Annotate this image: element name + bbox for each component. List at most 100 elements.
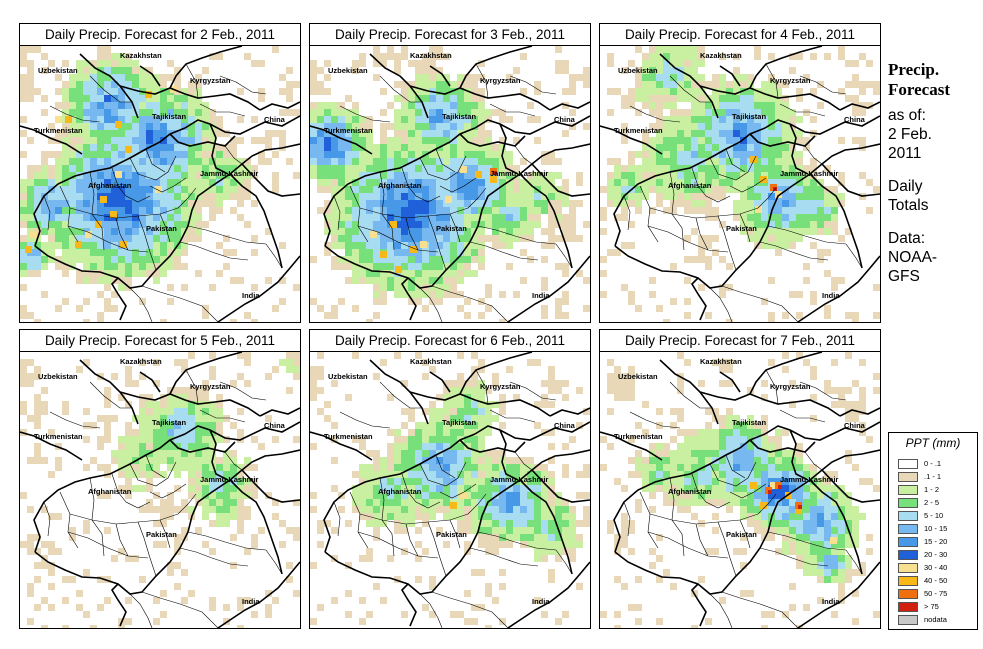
legend-label: > 75 (924, 602, 939, 611)
country-label-kazakhstan: Kazakhstan (700, 51, 742, 60)
country-labels: Kazakhstan Uzbekistan Kyrgyzstan Tajikistan… (324, 357, 576, 606)
country-borders (600, 352, 880, 628)
legend-swatch (898, 589, 918, 599)
legend-label: 2 - 5 (924, 498, 940, 507)
legend-label: 5 - 10 (924, 511, 944, 520)
legend-label: 20 - 30 (924, 550, 948, 559)
heavy-precip-cells (450, 492, 467, 509)
legend-item: 30 - 40 (898, 563, 974, 574)
country-label-turkmenistan: Turkmenistan (614, 432, 663, 441)
heavy-precip-cells (750, 482, 837, 544)
country-label-china: China (554, 421, 576, 430)
asof-year: 2011 (888, 145, 922, 162)
panel-title: Daily Precip. Forecast for 3 Feb., 2011 (309, 23, 591, 46)
legend-swatch (898, 537, 918, 547)
panel-title: Daily Precip. Forecast for 7 Feb., 2011 (599, 329, 881, 352)
country-label-kyrgyzstan: Kyrgyzstan (770, 76, 811, 85)
legend-item: > 75 (898, 602, 974, 613)
country-label-kazakhstan: Kazakhstan (410, 357, 452, 366)
legend-label: nodata (924, 615, 947, 624)
country-label-afghanistan: Afghanistan (668, 181, 712, 190)
country-label-tajikistan: Tajikistan (152, 418, 186, 427)
country-label-india: India (532, 291, 550, 300)
legend-swatch (898, 498, 918, 508)
country-label-china: China (844, 421, 866, 430)
legend-item: 20 - 30 (898, 550, 974, 561)
country-label-turkmenistan: Turkmenistan (324, 126, 373, 135)
legend-label: 15 - 20 (924, 537, 948, 546)
legend-item: 1 - 2 (898, 485, 974, 496)
country-label-turkmenistan: Turkmenistan (34, 432, 83, 441)
country-label-kazakhstan: Kazakhstan (120, 357, 162, 366)
country-label-pakistan: Pakistan (146, 530, 177, 539)
legend-title: PPT (mm) (905, 436, 961, 450)
country-label-kyrgyzstan: Kyrgyzstan (190, 382, 231, 391)
legend-swatch (898, 485, 918, 495)
asof-date: 2 Feb. (888, 126, 932, 143)
legend-swatch (898, 459, 918, 469)
country-label-kazakhstan: Kazakhstan (700, 357, 742, 366)
country-label-china: China (264, 421, 286, 430)
precip-grid (600, 46, 880, 322)
country-label-pakistan: Pakistan (726, 530, 757, 539)
precip-map: Kazakhstan Uzbekistan Kyrgyzstan Tajikistan… (599, 45, 881, 323)
country-label-uzbekistan: Uzbekistan (618, 66, 658, 75)
country-label-turkmenistan: Turkmenistan (614, 126, 663, 135)
legend-swatch (898, 602, 918, 612)
country-label-uzbekistan: Uzbekistan (618, 372, 658, 381)
country-label-india: India (242, 597, 260, 606)
legend-swatch (898, 472, 918, 482)
country-label-tajikistan: Tajikistan (442, 418, 476, 427)
country-label-jammu-kashmir: Jammu Kashmir (200, 475, 258, 484)
country-label-kyrgyzstan: Kyrgyzstan (480, 76, 521, 85)
panel-title: Daily Precip. Forecast for 4 Feb., 2011 (599, 23, 881, 46)
country-label-kyrgyzstan: Kyrgyzstan (190, 76, 231, 85)
legend-swatch (898, 615, 918, 625)
country-borders (310, 46, 590, 322)
legend-item: 40 - 50 (898, 576, 974, 587)
province-borders (623, 63, 863, 322)
country-labels: Kazakhstan Uzbekistan Kyrgyzstan Tajikistan… (614, 357, 866, 606)
forecast-panel-3-feb: Daily Precip. Forecast for 3 Feb., 2011 … (309, 23, 591, 323)
country-label-uzbekistan: Uzbekistan (38, 372, 78, 381)
forecast-panel-4-feb: Daily Precip. Forecast for 4 Feb., 2011 … (599, 23, 881, 323)
panel-title: Daily Precip. Forecast for 2 Feb., 2011 (19, 23, 301, 46)
country-label-uzbekistan: Uzbekistan (38, 66, 78, 75)
heavy-precip-cells (370, 166, 497, 273)
legend-label: 40 - 50 (924, 576, 948, 585)
precip-grid (20, 46, 300, 322)
legend-item: 15 - 20 (898, 537, 974, 548)
asof-label: as of: (888, 107, 926, 124)
precip-grid (310, 46, 590, 322)
precip-grid (310, 352, 590, 628)
forecast-panel-6-feb: Daily Precip. Forecast for 6 Feb., 2011 … (309, 329, 591, 629)
country-label-jammu-kashmir: Jammu Kashmir (200, 169, 258, 178)
country-label-kyrgyzstan: Kyrgyzstan (480, 382, 521, 391)
panel-title: Daily Precip. Forecast for 5 Feb., 2011 (19, 329, 301, 352)
country-label-uzbekistan: Uzbekistan (328, 66, 368, 75)
province-borders (333, 369, 573, 628)
country-label-tajikistan: Tajikistan (732, 418, 766, 427)
country-label-uzbekistan: Uzbekistan (328, 372, 368, 381)
legend-label: 50 - 75 (924, 589, 948, 598)
panel-title: Daily Precip. Forecast for 6 Feb., 2011 (309, 329, 591, 352)
legend-item: 50 - 75 (898, 589, 974, 600)
precip-map: Kazakhstan Uzbekistan Kyrgyzstan Tajikistan… (309, 351, 591, 629)
legend-label: 10 - 15 (924, 524, 948, 533)
country-label-jammu-kashmir: Jammu Kashmir (780, 475, 838, 484)
totals-line2: Totals (888, 197, 929, 214)
info-sidebar: Precip. Forecast as of: 2 Feb. 2011 Dail… (888, 60, 983, 286)
precip-map: Kazakhstan Uzbekistan Kyrgyzstan Tajikistan… (599, 351, 881, 629)
legend-item: .1 - 1 (898, 472, 974, 483)
country-label-china: China (554, 115, 576, 124)
legend-swatch (898, 576, 918, 586)
country-label-kazakhstan: Kazakhstan (120, 51, 162, 60)
country-label-china: China (844, 115, 866, 124)
country-label-jammu-kashmir: Jammu Kashmir (490, 475, 548, 484)
country-label-pakistan: Pakistan (146, 224, 177, 233)
country-label-afghanistan: Afghanistan (668, 487, 712, 496)
country-label-india: India (822, 291, 840, 300)
province-borders (43, 369, 283, 628)
sidebar-title-line2: Forecast (888, 80, 950, 99)
country-borders (20, 46, 300, 322)
